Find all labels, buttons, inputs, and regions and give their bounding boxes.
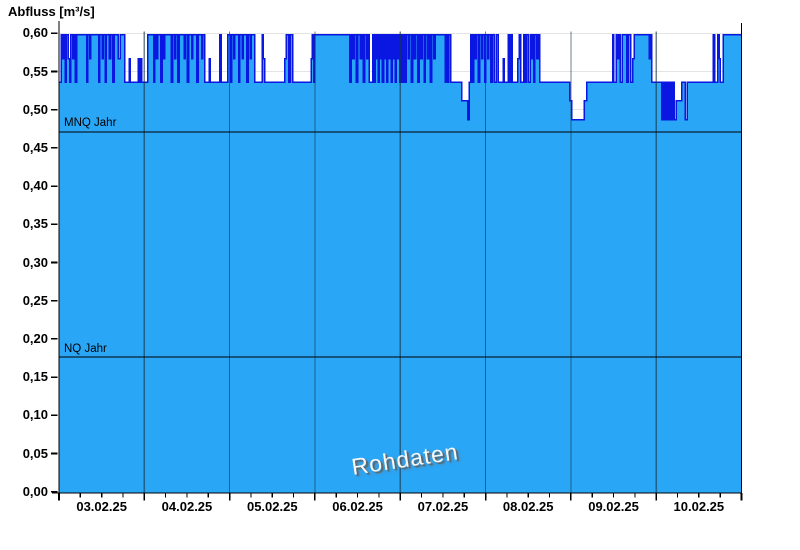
- y-tick-label: 0,00: [22, 483, 48, 499]
- x-tick-label: 09.02.25: [588, 499, 639, 514]
- chart-title: Abfluss [m³/s]: [8, 4, 95, 19]
- y-tick-label: 0,60: [22, 25, 48, 41]
- y-tick-label: 0,30: [22, 254, 48, 270]
- y-tick-label: 0,55: [22, 63, 48, 79]
- reference-line-label: NQ Jahr: [64, 342, 107, 355]
- y-tick-label: 0,15: [22, 369, 48, 385]
- x-tick-label: 08.02.25: [502, 499, 554, 514]
- x-tick-label: 10.02.25: [673, 499, 725, 514]
- y-tick-label: 0,50: [22, 101, 48, 117]
- series-outline: [59, 34, 742, 121]
- y-tick-label: 0,20: [22, 330, 48, 346]
- y-tick-label: 0,25: [22, 292, 48, 308]
- y-tick-label: 0,05: [22, 445, 48, 461]
- y-tick-label: 0,35: [22, 216, 48, 232]
- y-tick-label: 0,40: [22, 178, 48, 194]
- y-tick-label: 0,45: [22, 139, 48, 155]
- x-tick-label: 04.02.25: [161, 499, 213, 514]
- y-tick-label: 0,10: [22, 407, 48, 423]
- reference-line-label: MNQ Jahr: [64, 117, 117, 130]
- x-tick-label: 07.02.25: [417, 499, 469, 514]
- x-tick-label: 06.02.25: [332, 499, 383, 514]
- x-tick-label: 05.02.25: [246, 499, 298, 514]
- x-tick-label: 03.02.25: [76, 499, 127, 514]
